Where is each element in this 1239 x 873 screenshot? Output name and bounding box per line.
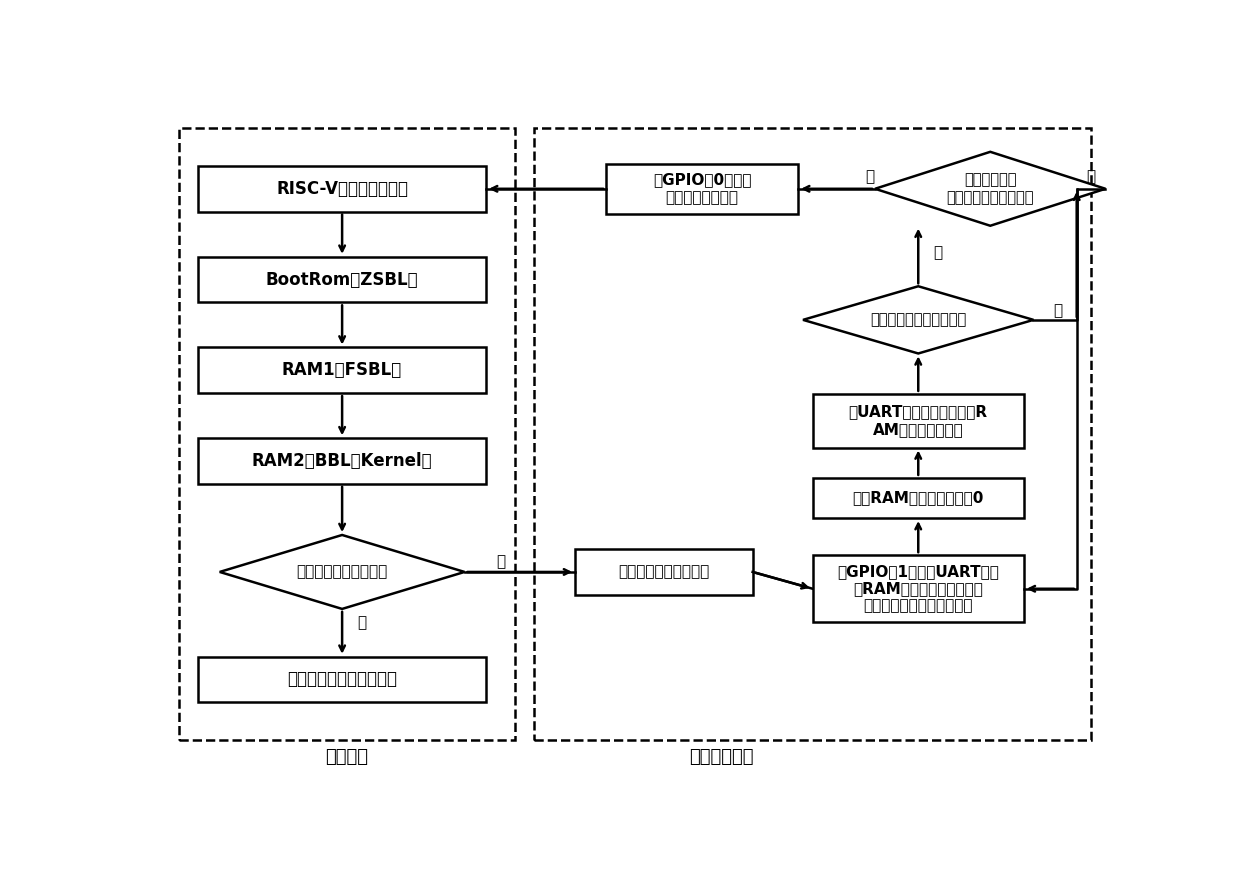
FancyBboxPatch shape	[813, 478, 1023, 519]
Text: 系统运行调试是否正常: 系统运行调试是否正常	[296, 565, 388, 580]
Text: 代码更新模式: 代码更新模式	[689, 748, 753, 766]
Text: 启动代码进行优化修改: 启动代码进行优化修改	[618, 565, 710, 580]
Text: 是: 是	[1087, 169, 1095, 184]
Text: 否: 否	[496, 554, 506, 569]
Text: 将UART接口代码更新写入R
AM存储器进行存储: 将UART接口代码更新写入R AM存储器进行存储	[849, 404, 987, 436]
FancyBboxPatch shape	[813, 555, 1023, 622]
FancyBboxPatch shape	[198, 166, 486, 211]
FancyBboxPatch shape	[606, 163, 798, 214]
FancyBboxPatch shape	[198, 438, 486, 484]
FancyBboxPatch shape	[575, 549, 752, 595]
Text: RISC-V处理器开始运行: RISC-V处理器开始运行	[276, 180, 408, 198]
Text: 是: 是	[357, 615, 366, 629]
FancyBboxPatch shape	[198, 347, 486, 393]
Polygon shape	[803, 286, 1033, 354]
Text: 校验更新的数据是否正确: 校验更新的数据是否正确	[870, 313, 966, 327]
Text: 调试模式: 调试模式	[326, 748, 368, 766]
Polygon shape	[219, 535, 465, 609]
Text: 系统正常运行，测试结束: 系统正常运行，测试结束	[287, 670, 398, 689]
FancyBboxPatch shape	[813, 394, 1023, 448]
Text: 否: 否	[1053, 304, 1062, 319]
Text: 否: 否	[866, 169, 875, 184]
FancyBboxPatch shape	[198, 656, 486, 703]
Polygon shape	[875, 152, 1105, 226]
Text: 是: 是	[933, 245, 942, 260]
Text: 判断是否有下
一个代码文件需要更新: 判断是否有下 一个代码文件需要更新	[947, 173, 1035, 205]
Text: RAM2（BBL和Kernel）: RAM2（BBL和Kernel）	[252, 452, 432, 470]
Text: RAM1（FSBL）: RAM1（FSBL）	[282, 361, 403, 379]
Text: 将GPIO置1，切换UART接口
和RAM存储器的控制权，同
时设置处理器处于复位状态: 将GPIO置1，切换UART接口 和RAM存储器的控制权，同 时设置处理器处于复…	[838, 564, 999, 614]
FancyBboxPatch shape	[198, 257, 486, 302]
Text: 刷新RAM存储器空间值为0: 刷新RAM存储器空间值为0	[852, 491, 984, 505]
Text: 将GPIO置0，将处
理器复位状态清除: 将GPIO置0，将处 理器复位状态清除	[653, 173, 751, 205]
Text: BootRom（ZSBL）: BootRom（ZSBL）	[266, 271, 419, 289]
